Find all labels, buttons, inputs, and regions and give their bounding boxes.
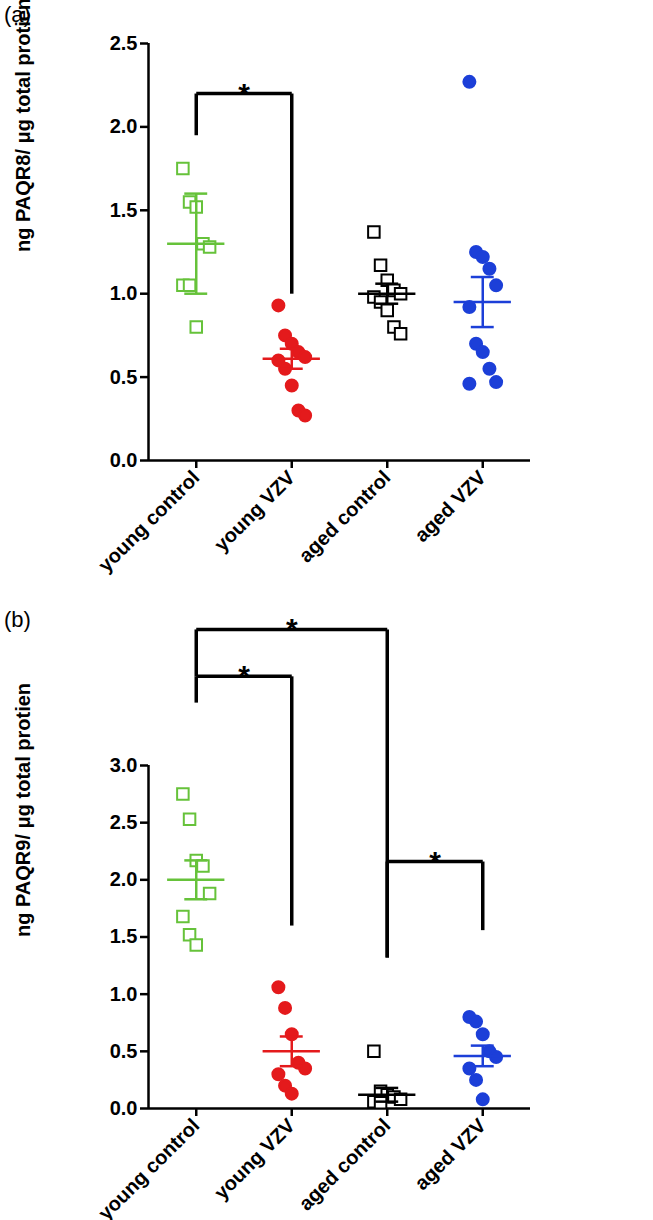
- svg-text:*: *: [429, 845, 441, 878]
- svg-text:0.5: 0.5: [110, 1040, 138, 1062]
- svg-text:aged control: aged control: [294, 1114, 394, 1214]
- svg-text:young control: young control: [94, 1114, 204, 1220]
- svg-text:0.5: 0.5: [110, 366, 138, 388]
- svg-text:*: *: [286, 612, 298, 645]
- svg-text:ng PAQR9/ μg total protien: ng PAQR9/ μg total protien: [12, 683, 34, 937]
- svg-text:young VZV: young VZV: [210, 1114, 300, 1204]
- svg-text:*: *: [238, 659, 250, 692]
- svg-text:young control: young control: [94, 466, 204, 576]
- svg-text:3.0: 3.0: [110, 754, 138, 776]
- svg-text:2.5: 2.5: [110, 32, 138, 54]
- svg-text:2.0: 2.0: [110, 868, 138, 890]
- svg-text:aged VZV: aged VZV: [410, 1114, 490, 1194]
- svg-text:aged VZV: aged VZV: [410, 466, 490, 546]
- svg-text:1.5: 1.5: [110, 925, 138, 947]
- svg-text:ng PAQR8/ μg total protien: ng PAQR8/ μg total protien: [12, 0, 34, 252]
- svg-text:2.5: 2.5: [110, 811, 138, 833]
- svg-text:0.0: 0.0: [110, 449, 138, 471]
- svg-text:aged control: aged control: [294, 466, 394, 566]
- svg-text:1.5: 1.5: [110, 199, 138, 221]
- svg-text:0.0: 0.0: [110, 1097, 138, 1119]
- svg-text:1.0: 1.0: [110, 983, 138, 1005]
- svg-text:1.0: 1.0: [110, 282, 138, 304]
- svg-text:young VZV: young VZV: [210, 466, 300, 556]
- svg-text:*: *: [238, 77, 250, 110]
- svg-text:2.0: 2.0: [110, 115, 138, 137]
